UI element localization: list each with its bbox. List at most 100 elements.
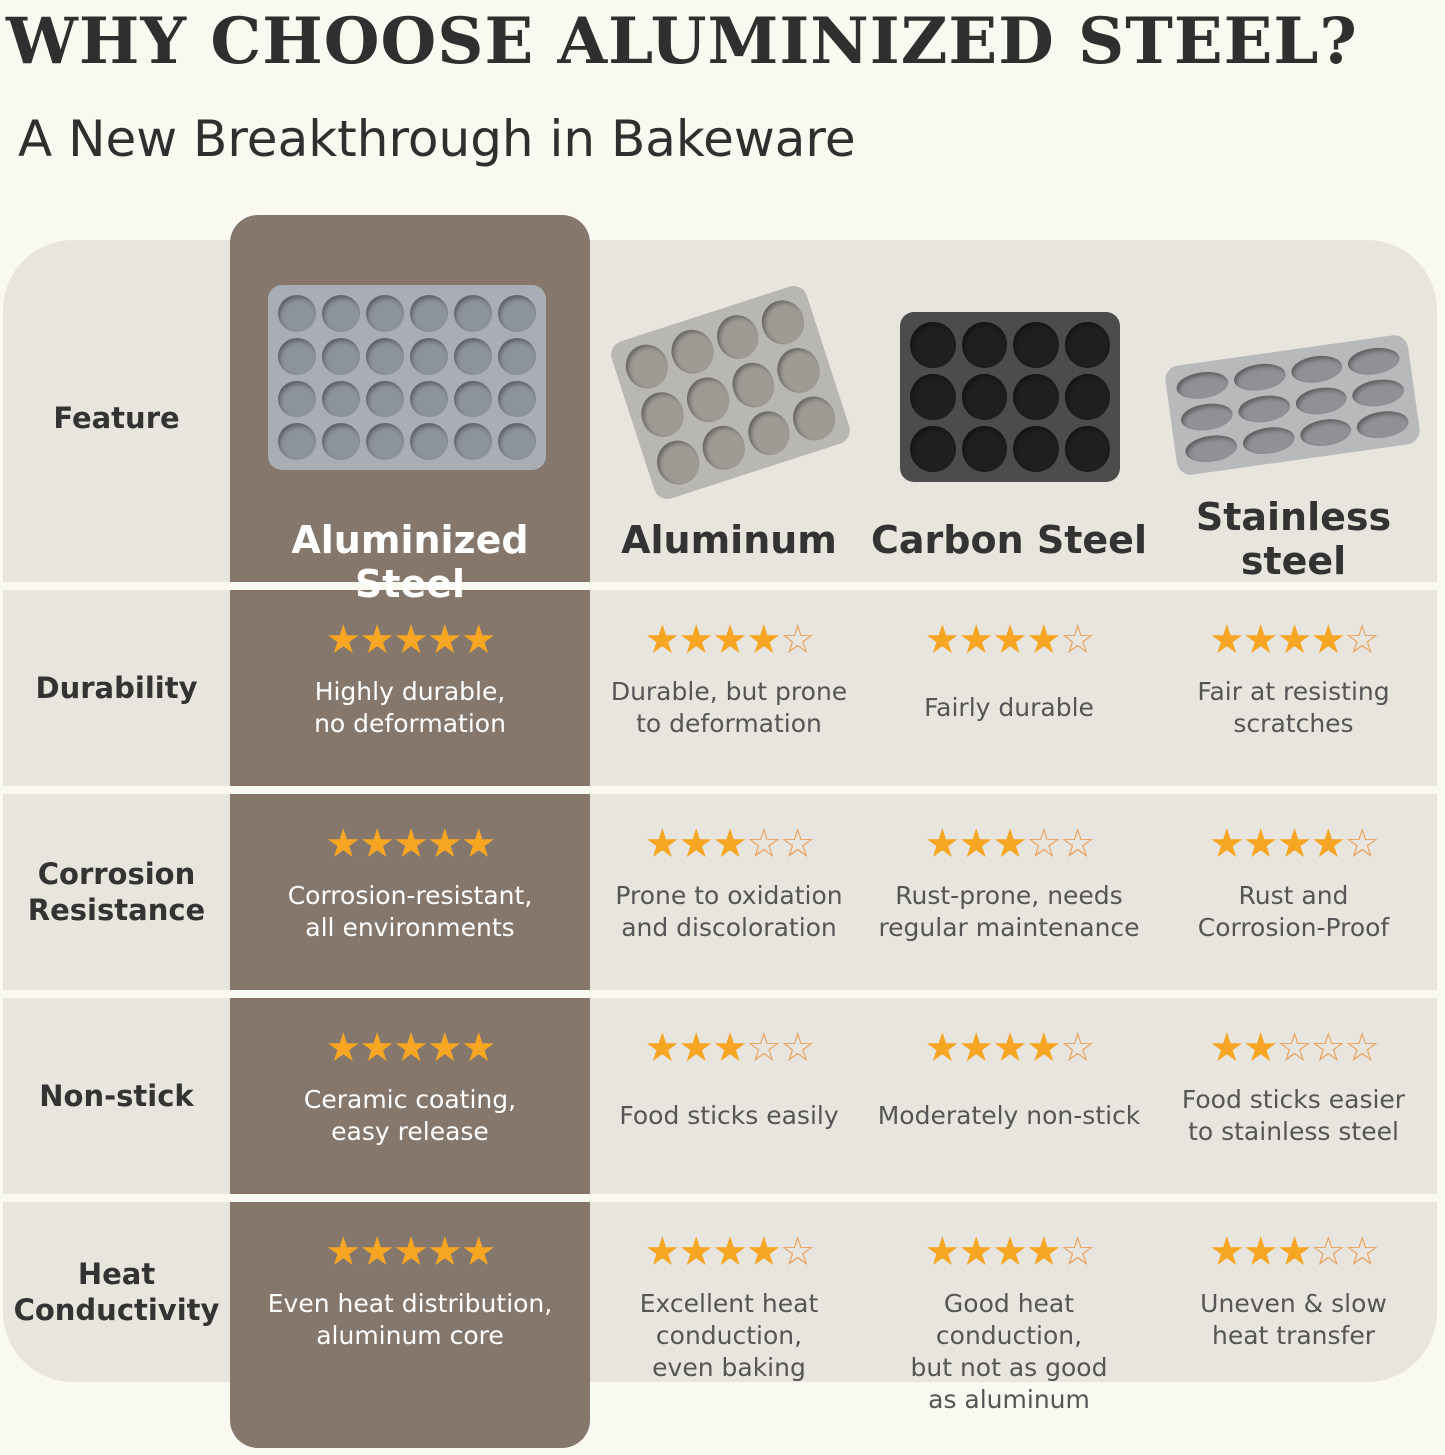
star-filled-icon: ★ <box>992 821 1028 867</box>
cup-well <box>1350 376 1406 410</box>
cup-well <box>366 295 404 332</box>
cup-well <box>1293 384 1349 418</box>
cup-well <box>1174 368 1230 402</box>
star-rating: ★★★☆☆ <box>644 821 816 867</box>
rating-description: Excellent heat conduction, even baking <box>639 1289 819 1382</box>
cup-well <box>1298 416 1353 450</box>
star-filled-icon: ★ <box>712 1025 748 1071</box>
cup-well <box>1064 426 1110 472</box>
material-name: Carbon Steel <box>871 518 1147 562</box>
star-filled-icon: ★ <box>393 617 429 663</box>
rating-cell: ★★★★☆ Durable, but prone to deformation <box>590 590 868 786</box>
star-filled-icon: ★ <box>1025 617 1062 663</box>
rating-cell: ★★☆☆☆ Food sticks easier to stainless ste… <box>1150 998 1437 1193</box>
rating-description: Moderately non-stick <box>877 1101 1141 1130</box>
star-outline-icon: ☆ <box>1059 1229 1096 1275</box>
rating-description: Highly durable, no deformation <box>314 677 506 738</box>
material-name: Aluminum <box>621 518 837 562</box>
row-divider <box>3 786 1437 794</box>
star-filled-icon: ★ <box>992 1229 1028 1275</box>
star-rating: ★★★★★ <box>325 821 496 867</box>
star-filled-icon: ★ <box>1310 821 1346 867</box>
star-outline-icon: ☆ <box>1344 617 1380 663</box>
cup-well <box>756 294 810 351</box>
page-title: WHY CHOOSE ALUMINIZED STEEL? <box>6 4 1358 79</box>
cup-well <box>681 372 735 428</box>
page-subtitle: A New Breakthrough in Bakeware <box>18 110 856 168</box>
star-filled-icon: ★ <box>1025 1025 1062 1071</box>
star-filled-icon: ★ <box>712 821 748 867</box>
star-filled-icon: ★ <box>393 1025 429 1071</box>
rating-description: Rust and Corrosion-Proof <box>1197 881 1390 942</box>
star-rating: ★★★★☆ <box>924 1229 1096 1275</box>
star-filled-icon: ★ <box>359 1229 395 1275</box>
cup-well <box>910 322 956 368</box>
star-rating: ★★★★★ <box>325 617 496 663</box>
cup-well <box>498 423 536 460</box>
rating-description: Corrosion-resistant, all environments <box>287 881 533 942</box>
rating-cell: ★★★☆☆ Prone to oxidation and discoloratio… <box>590 794 868 990</box>
star-outline-icon: ☆ <box>1276 1025 1313 1071</box>
cup-well <box>1013 322 1059 368</box>
star-outline-icon: ☆ <box>779 617 816 663</box>
star-filled-icon: ★ <box>678 1025 714 1071</box>
star-filled-icon: ★ <box>393 1229 429 1275</box>
star-filled-icon: ★ <box>325 821 361 867</box>
star-outline-icon: ☆ <box>779 821 816 867</box>
star-filled-icon: ★ <box>1276 617 1313 663</box>
star-outline-icon: ☆ <box>745 1025 782 1071</box>
cup-well <box>498 380 536 418</box>
star-filled-icon: ★ <box>325 1229 361 1275</box>
cup-well <box>742 405 796 461</box>
rating-description: Fairly durable <box>924 693 1094 722</box>
rating-description: Food sticks easier to stainless steel <box>1181 1085 1406 1146</box>
rating-description: Good heat conduction, but not as good as… <box>910 1289 1108 1414</box>
cup-well <box>410 295 448 332</box>
cup-well <box>771 342 826 398</box>
star-filled-icon: ★ <box>958 617 994 663</box>
rating-cell: ★★★★★ Corrosion-resistant, all environmen… <box>230 794 590 990</box>
star-filled-icon: ★ <box>1208 1025 1245 1071</box>
cup-well <box>726 357 780 413</box>
star-outline-icon: ☆ <box>1025 821 1062 867</box>
star-rating: ★★★★★ <box>325 1229 496 1275</box>
cup-well <box>787 390 841 446</box>
cup-well <box>366 380 404 418</box>
star-filled-icon: ★ <box>992 617 1028 663</box>
star-filled-icon: ★ <box>1208 1229 1245 1275</box>
rating-cell: ★★★☆☆ Uneven & slow heat transfer <box>1150 1202 1437 1382</box>
star-outline-icon: ☆ <box>1059 1025 1096 1071</box>
star-filled-icon: ★ <box>924 1025 960 1071</box>
cup-well <box>410 380 448 418</box>
star-rating: ★★★★☆ <box>1209 617 1380 663</box>
star-filled-icon: ★ <box>958 821 994 867</box>
star-filled-icon: ★ <box>1276 821 1313 867</box>
rating-cell: ★★★☆☆ Rust-prone, needs regular maintenan… <box>868 794 1150 990</box>
cup-well <box>910 426 956 472</box>
star-outline-icon: ☆ <box>1059 821 1096 867</box>
cup-well <box>410 423 448 460</box>
cup-well <box>696 420 751 476</box>
star-filled-icon: ★ <box>1310 617 1346 663</box>
star-filled-icon: ★ <box>712 617 748 663</box>
rating-description: Food sticks easily <box>619 1101 839 1130</box>
star-outline-icon: ☆ <box>1344 1025 1380 1071</box>
star-filled-icon: ★ <box>359 1025 395 1071</box>
star-filled-icon: ★ <box>426 821 463 867</box>
material-name: Stainless steel <box>1195 495 1392 583</box>
star-filled-icon: ★ <box>644 617 680 663</box>
star-filled-icon: ★ <box>745 1229 782 1275</box>
rating-cell: ★★★★☆ Fairly durable <box>868 590 1150 786</box>
cup-well <box>1289 352 1345 386</box>
star-filled-icon: ★ <box>426 1229 463 1275</box>
star-filled-icon: ★ <box>1242 821 1279 867</box>
star-filled-icon: ★ <box>958 1229 994 1275</box>
star-outline-icon: ☆ <box>1059 617 1096 663</box>
star-rating: ★★★★☆ <box>924 1025 1096 1071</box>
star-outline-icon: ☆ <box>1310 1025 1346 1071</box>
star-rating: ★★☆☆☆ <box>1208 1025 1380 1071</box>
cup-well <box>635 387 690 443</box>
star-outline-icon: ☆ <box>1344 1229 1380 1275</box>
rating-description: Even heat distribution, aluminum core <box>267 1289 553 1350</box>
cup-well <box>665 324 719 380</box>
